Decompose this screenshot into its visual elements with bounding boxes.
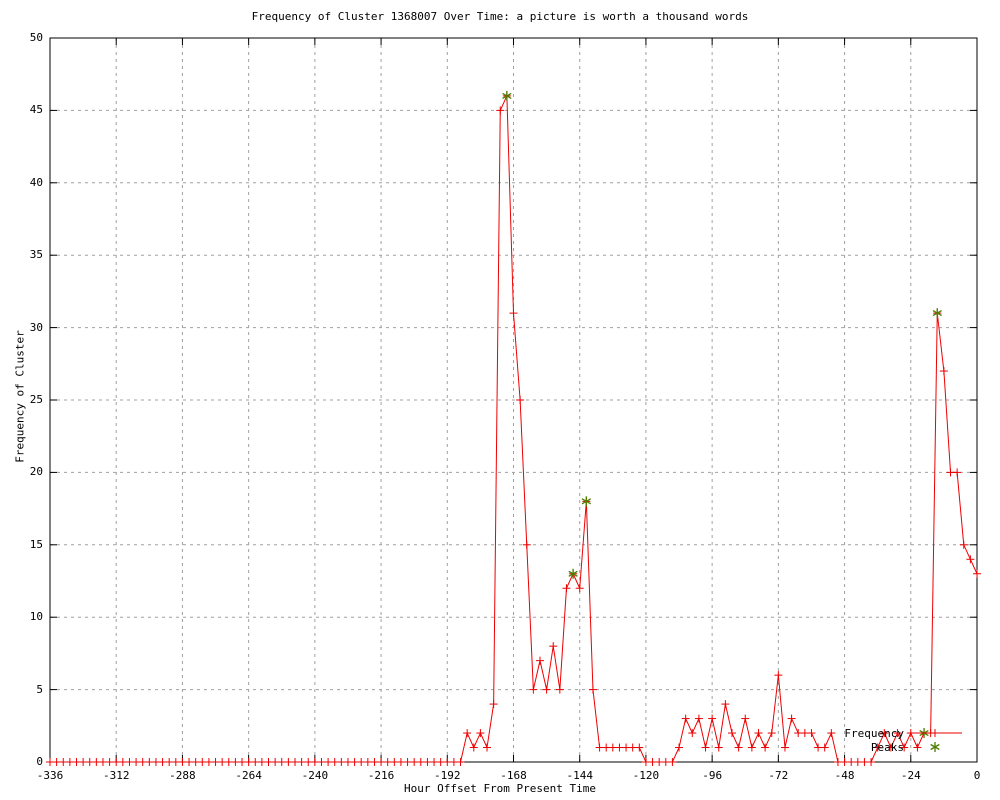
x-tick-label: -336 [36,769,64,782]
x-tick-label: -264 [235,769,262,782]
y-tick-label: 40 [29,175,43,189]
x-axis-label: Hour Offset From Present Time [403,782,597,795]
x-tick-label: -120 [632,769,660,782]
x-tick-label: -144 [566,769,593,782]
legend-marks [908,729,962,752]
y-tick-label: 0 [36,755,43,768]
y-tick-label: 45 [29,103,43,117]
x-tick-label: -168 [500,769,527,782]
x-tick-label: -72 [768,769,789,782]
y-tick-label: 50 [29,31,43,44]
chart-title: Frequency of Cluster 1368007 Over Time: … [251,10,749,23]
y-tick-label: 25 [29,393,43,406]
y-tick-label: 5 [36,682,43,696]
x-tick-label: -312 [102,769,130,782]
x-tick-label: 0 [973,769,981,782]
x-tick-label: -216 [367,769,395,782]
x-tick-label: -48 [834,769,855,782]
legend-label-peaks: Peaks [870,741,904,754]
plot-frame [49,37,978,763]
x-tick-label: -24 [900,769,921,782]
series-frequency [46,91,981,766]
y-tick-label: 35 [29,248,43,262]
x-tick-label: -240 [301,769,329,782]
y-tick-label: 20 [29,465,43,479]
series-peaks [502,90,942,739]
gridlines [50,38,977,762]
x-tick-label: -192 [434,769,461,782]
y-tick-label: 30 [29,320,43,334]
x-tick-label: -96 [702,769,723,782]
legend-label-frequency: Frequency [844,727,904,740]
x-tick-label: -288 [169,769,196,782]
y-tick-label: 15 [29,537,43,551]
y-tick-label: 10 [29,610,43,624]
